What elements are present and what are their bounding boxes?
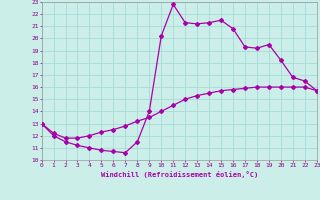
X-axis label: Windchill (Refroidissement éolien,°C): Windchill (Refroidissement éolien,°C) [100,171,258,178]
